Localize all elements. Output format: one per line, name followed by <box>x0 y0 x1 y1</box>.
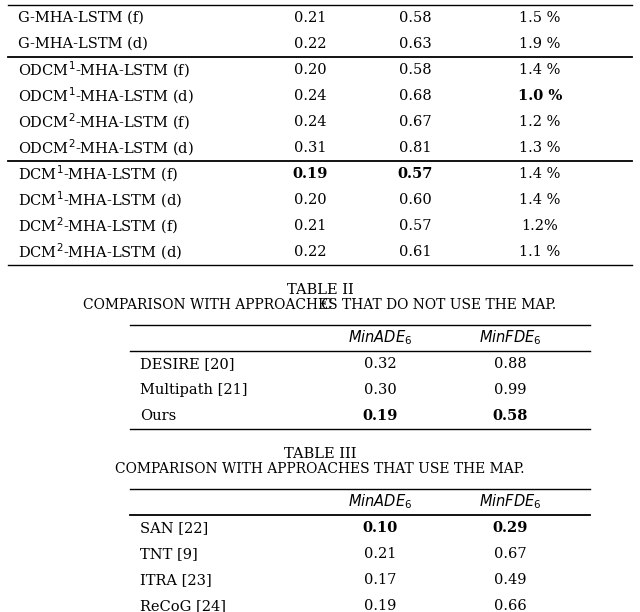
Text: G-MHA-LSTM (f): G-MHA-LSTM (f) <box>18 11 144 25</box>
Text: 0.49: 0.49 <box>493 573 526 587</box>
Text: 0.17: 0.17 <box>364 573 396 587</box>
Text: ODCM$^1$-MHA-LSTM (f): ODCM$^1$-MHA-LSTM (f) <box>18 60 190 80</box>
Text: 0.19: 0.19 <box>292 167 328 181</box>
Text: DCM$^1$-MHA-LSTM (f): DCM$^1$-MHA-LSTM (f) <box>18 164 178 184</box>
Text: TABLE II: TABLE II <box>287 283 353 297</box>
Text: DCM$^2$-MHA-LSTM (f): DCM$^2$-MHA-LSTM (f) <box>18 216 178 236</box>
Text: 0.24: 0.24 <box>294 89 326 103</box>
Text: 0.57: 0.57 <box>397 167 433 181</box>
Text: 0.31: 0.31 <box>294 141 326 155</box>
Text: 0.58: 0.58 <box>492 409 528 423</box>
Text: 0.30: 0.30 <box>364 383 396 397</box>
Text: $MinADE_6$: $MinADE_6$ <box>348 329 412 348</box>
Text: C: C <box>320 298 332 312</box>
Text: 0.61: 0.61 <box>399 245 431 259</box>
Text: ODCM$^1$-MHA-LSTM (d): ODCM$^1$-MHA-LSTM (d) <box>18 86 194 106</box>
Text: 0.60: 0.60 <box>399 193 431 207</box>
Text: 0.20: 0.20 <box>294 193 326 207</box>
Text: Ours: Ours <box>140 409 176 423</box>
Text: $MinFDE_6$: $MinFDE_6$ <box>479 493 541 512</box>
Text: TNT [9]: TNT [9] <box>140 547 198 561</box>
Text: 0.67: 0.67 <box>399 115 431 129</box>
Text: 0.22: 0.22 <box>294 37 326 51</box>
Text: 0.63: 0.63 <box>399 37 431 51</box>
Text: 0.21: 0.21 <box>294 219 326 233</box>
Text: ReCoG [24]: ReCoG [24] <box>140 599 226 612</box>
Text: 0.67: 0.67 <box>493 547 526 561</box>
Text: 0.58: 0.58 <box>399 63 431 77</box>
Text: 1.3 %: 1.3 % <box>519 141 561 155</box>
Text: 1.9 %: 1.9 % <box>519 37 561 51</box>
Text: 0.68: 0.68 <box>399 89 431 103</box>
Text: 0.66: 0.66 <box>493 599 526 612</box>
Text: 0.22: 0.22 <box>294 245 326 259</box>
Text: 1.2%: 1.2% <box>522 219 558 233</box>
Text: SAN [22]: SAN [22] <box>140 521 208 535</box>
Text: 0.20: 0.20 <box>294 63 326 77</box>
Text: 1.2 %: 1.2 % <box>519 115 561 129</box>
Text: 0.58: 0.58 <box>399 11 431 25</box>
Text: 1.1 %: 1.1 % <box>520 245 561 259</box>
Text: 0.21: 0.21 <box>294 11 326 25</box>
Text: DESIRE [20]: DESIRE [20] <box>140 357 234 371</box>
Text: 0.10: 0.10 <box>362 521 397 535</box>
Text: TABLE III: TABLE III <box>284 447 356 461</box>
Text: ODCM$^2$-MHA-LSTM (f): ODCM$^2$-MHA-LSTM (f) <box>18 112 190 132</box>
Text: ODCM$^2$-MHA-LSTM (d): ODCM$^2$-MHA-LSTM (d) <box>18 138 194 158</box>
Text: ITRA [23]: ITRA [23] <box>140 573 212 587</box>
Text: 1.4 %: 1.4 % <box>519 63 561 77</box>
Text: G-MHA-LSTM (d): G-MHA-LSTM (d) <box>18 37 148 51</box>
Text: 0.24: 0.24 <box>294 115 326 129</box>
Text: DCM$^1$-MHA-LSTM (d): DCM$^1$-MHA-LSTM (d) <box>18 190 182 210</box>
Text: 0.57: 0.57 <box>399 219 431 233</box>
Text: 1.0 %: 1.0 % <box>518 89 562 103</box>
Text: 0.21: 0.21 <box>364 547 396 561</box>
Text: 1.5 %: 1.5 % <box>519 11 561 25</box>
Text: COMPARISON WITH APPROACHES THAT USE THE MAP.: COMPARISON WITH APPROACHES THAT USE THE … <box>115 462 525 476</box>
Text: Multipath [21]: Multipath [21] <box>140 383 248 397</box>
Text: DCM$^2$-MHA-LSTM (d): DCM$^2$-MHA-LSTM (d) <box>18 242 182 262</box>
Text: 0.19: 0.19 <box>364 599 396 612</box>
Text: 0.88: 0.88 <box>493 357 526 371</box>
Text: $MinADE_6$: $MinADE_6$ <box>348 493 412 512</box>
Text: 0.29: 0.29 <box>492 521 528 535</box>
Text: 0.19: 0.19 <box>362 409 397 423</box>
Text: 1.4 %: 1.4 % <box>519 167 561 181</box>
Text: $MinFDE_6$: $MinFDE_6$ <box>479 329 541 348</box>
Text: 1.4 %: 1.4 % <box>519 193 561 207</box>
Text: 0.99: 0.99 <box>493 383 526 397</box>
Text: COMPARISON WITH APPROACHES THAT DO NOT USE THE MAP.: COMPARISON WITH APPROACHES THAT DO NOT U… <box>83 298 557 312</box>
Text: 0.32: 0.32 <box>364 357 396 371</box>
Text: 0.81: 0.81 <box>399 141 431 155</box>
